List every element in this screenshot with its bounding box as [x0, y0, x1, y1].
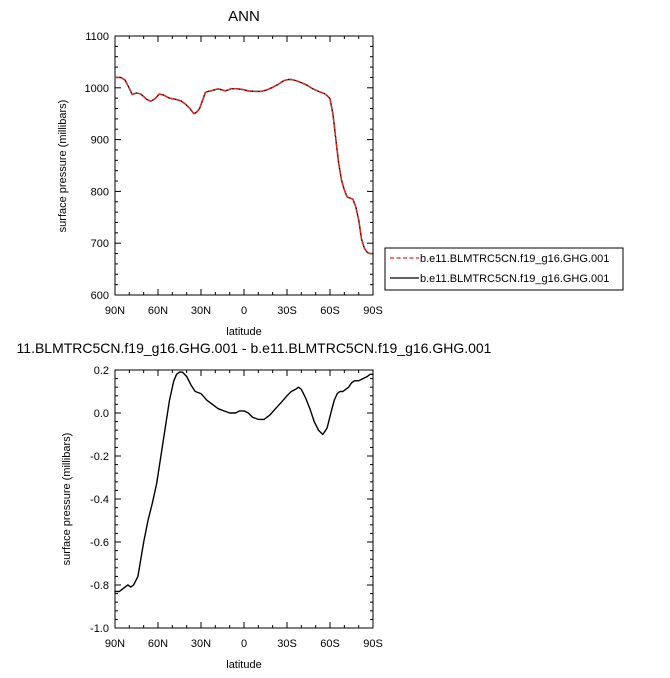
top-y-tick-label: 1100: [85, 31, 109, 43]
bottom-y-tick-label: -0.8: [90, 580, 109, 592]
bottom-x-tick-label: 60S: [320, 638, 340, 650]
top-x-tick-label: 90S: [363, 305, 383, 317]
bottom-x-tick-label: 90S: [363, 638, 383, 650]
top-panel: ANN 600 700 800 900 1000 1100 90N 60N 30N 0 30S 60…: [57, 8, 624, 338]
top-x-axis-label: latitude: [226, 326, 261, 338]
top-x-tick-label: 30S: [277, 305, 297, 317]
top-y-ticks: 600 700 800 900 1000 1100: [85, 31, 373, 302]
top-x-tick-label: 0: [241, 305, 247, 317]
bottom-x-tick-label: 90N: [105, 638, 125, 650]
top-y-axis-label: surface pressure (millibars): [57, 100, 69, 233]
bottom-y-tick-label: -1.0: [90, 623, 109, 635]
bottom-chart-title: 11.BLMTRC5CN.f19_g16.GHG.001 - b.e11.BLM…: [17, 340, 492, 356]
bottom-panel: 11.BLMTRC5CN.f19_g16.GHG.001 - b.e11.BLM…: [17, 340, 492, 671]
bottom-y-tick-label: -0.6: [90, 537, 109, 549]
legend: b.e11.BLMTRC5CN.f19_g16.GHG.001 b.e11.BL…: [384, 247, 624, 291]
top-x-ticks: 90N 60N 30N 0 30S 60S 90S: [105, 36, 383, 317]
top-series: [114, 76, 374, 255]
legend-label-1: b.e11.BLMTRC5CN.f19_g16.GHG.001: [420, 253, 609, 265]
top-plot-frame: [114, 35, 374, 296]
bottom-x-tick-label: 30N: [191, 638, 211, 650]
top-x-tick-label: 60S: [320, 305, 340, 317]
top-chart-title: ANN: [228, 8, 260, 25]
legend-label-2: b.e11.BLMTRC5CN.f19_g16.GHG.001: [420, 273, 609, 285]
bottom-y-ticks: -1.0 -0.8 -0.6 -0.4 -0.2 0.0 0.2: [90, 365, 373, 635]
top-x-tick-label: 30N: [191, 305, 211, 317]
top-y-tick-label: 600: [91, 290, 109, 302]
top-y-tick-label: 1000: [85, 83, 109, 95]
bottom-x-tick-label: 30S: [277, 638, 297, 650]
bottom-x-axis-label: latitude: [226, 659, 261, 671]
top-y-tick-label: 900: [91, 135, 109, 147]
bottom-y-tick-label: 0.0: [94, 408, 109, 420]
bottom-series: [114, 371, 374, 593]
top-y-tick-label: 700: [91, 238, 109, 250]
bottom-series-line-0: [114, 371, 374, 593]
top-x-tick-label: 60N: [148, 305, 168, 317]
top-series-line-1: [114, 76, 374, 255]
bottom-y-axis-label: surface pressure (millibars): [61, 433, 73, 566]
bottom-y-tick-label: 0.2: [94, 365, 109, 377]
bottom-x-tick-label: 60N: [148, 638, 168, 650]
bottom-x-tick-label: 0: [241, 638, 247, 650]
bottom-x-ticks: 90N 60N 30N 0 30S 60S 90S: [105, 370, 383, 650]
top-x-tick-label: 90N: [105, 305, 125, 317]
top-y-tick-label: 800: [91, 186, 109, 198]
top-series-line-0: [114, 76, 374, 255]
legend-box: [384, 247, 624, 291]
bottom-y-tick-label: -0.4: [90, 494, 109, 506]
bottom-y-tick-label: -0.2: [90, 451, 109, 463]
